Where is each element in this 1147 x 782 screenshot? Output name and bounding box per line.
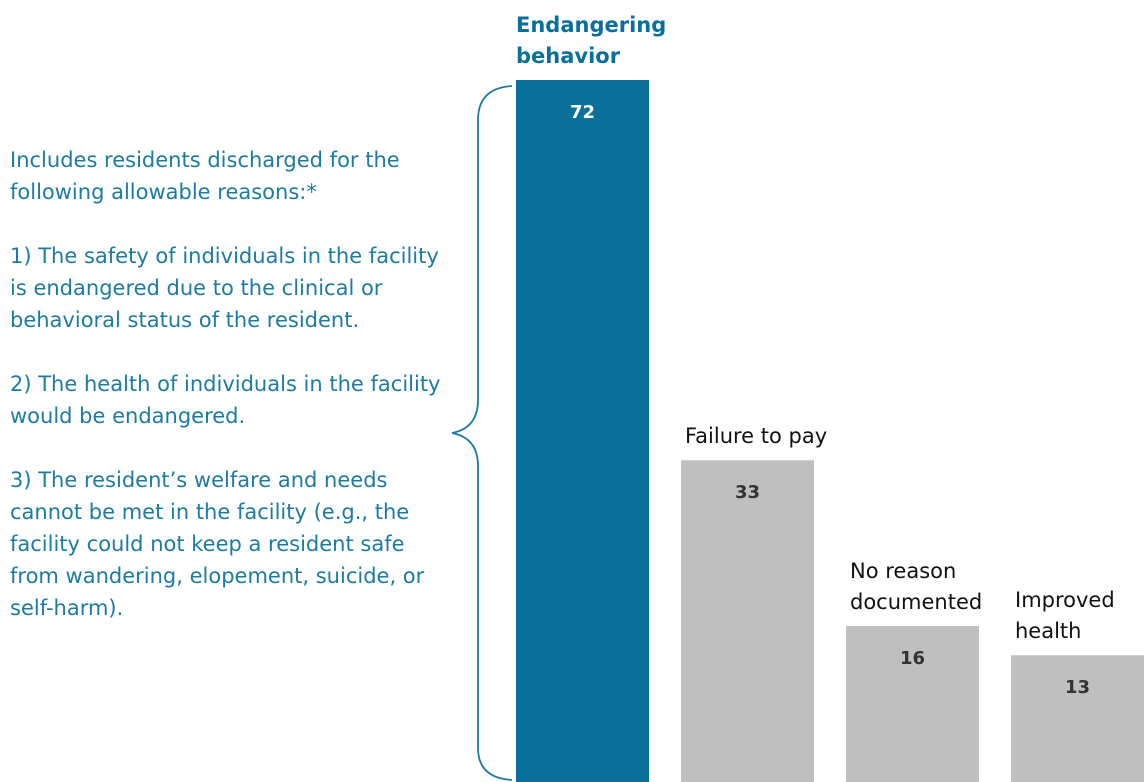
annotation-text: 1) The safety of individuals in the faci… (10, 244, 439, 332)
value-label: 72 (569, 102, 596, 123)
annotation-text: Includes residents discharged for the fo… (10, 148, 400, 204)
annotation-text: 3) The resident’s welfare and needs cann… (10, 468, 425, 620)
value-label: 16 (899, 648, 926, 669)
value-label: 33 (734, 482, 761, 504)
category-label: No reason documented (850, 559, 983, 614)
bar (846, 626, 979, 782)
bar (681, 460, 814, 782)
value-label: 13 (1064, 677, 1091, 699)
category-label: Endangering behavior (516, 13, 667, 68)
category-label: Failure to pay (685, 424, 828, 449)
annotation: Includes residents discharged for the fo… (10, 144, 455, 656)
bar (1011, 655, 1144, 782)
bar (516, 80, 649, 782)
annotation-text: 2) The health of individuals in the faci… (10, 372, 441, 428)
brace (451, 85, 513, 781)
category-label: Improved health (1015, 588, 1115, 644)
